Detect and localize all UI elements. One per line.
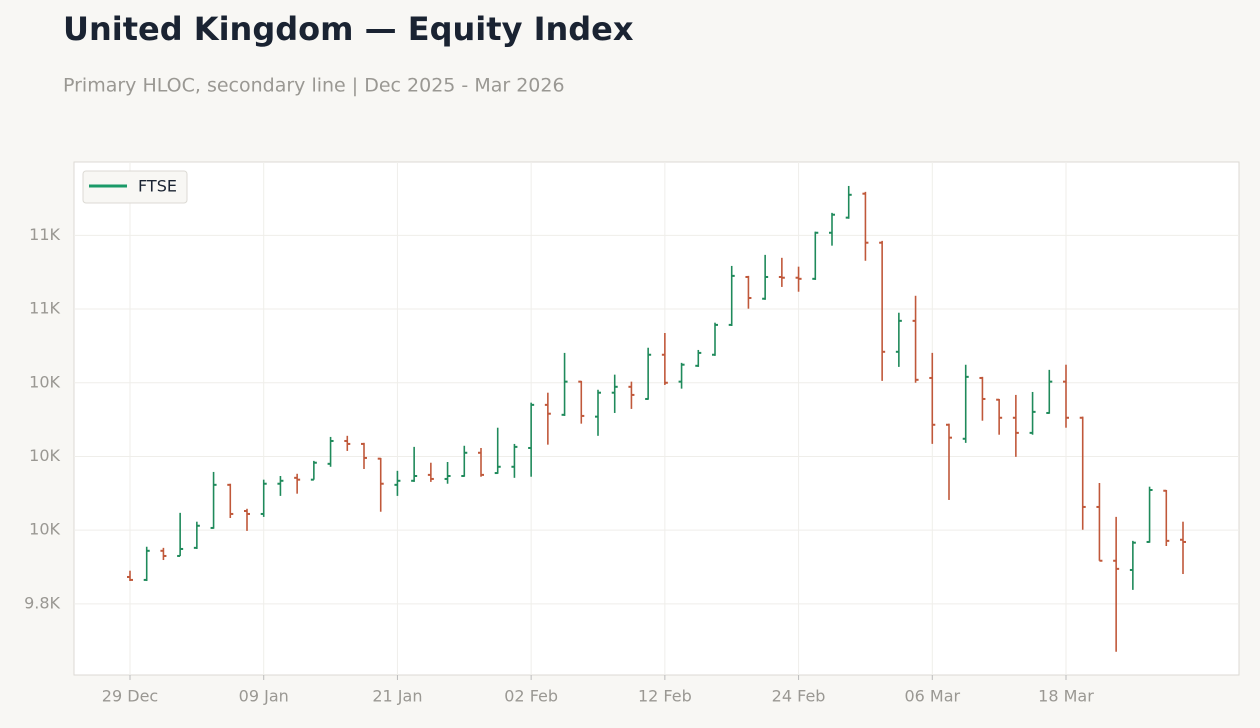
x-tick-label: 29 Dec <box>102 687 158 706</box>
x-tick-label: 18 Mar <box>1038 687 1094 706</box>
y-tick-label: 10K <box>29 520 60 539</box>
x-tick-label: 06 Mar <box>904 687 960 706</box>
plot-area <box>73 161 1240 676</box>
y-tick-label: 11K <box>29 299 60 318</box>
legend-label: FTSE <box>138 177 177 196</box>
y-tick-label: 10K <box>29 372 60 391</box>
x-tick-label: 09 Jan <box>239 687 289 706</box>
x-tick-label: 24 Feb <box>772 687 826 706</box>
y-tick-label: 10K <box>29 446 60 465</box>
chart-subtitle: Primary HLOC, secondary line | Dec 2025 … <box>63 75 565 97</box>
y-tick-label: 11K <box>29 225 60 244</box>
y-tick-label: 9.8K <box>24 593 60 612</box>
x-tick-label: 21 Jan <box>372 687 422 706</box>
legend-box <box>82 170 188 204</box>
chart-title: United Kingdom — Equity Index <box>63 10 634 48</box>
x-tick-label: 02 Feb <box>504 687 558 706</box>
x-tick-label: 12 Feb <box>638 687 692 706</box>
